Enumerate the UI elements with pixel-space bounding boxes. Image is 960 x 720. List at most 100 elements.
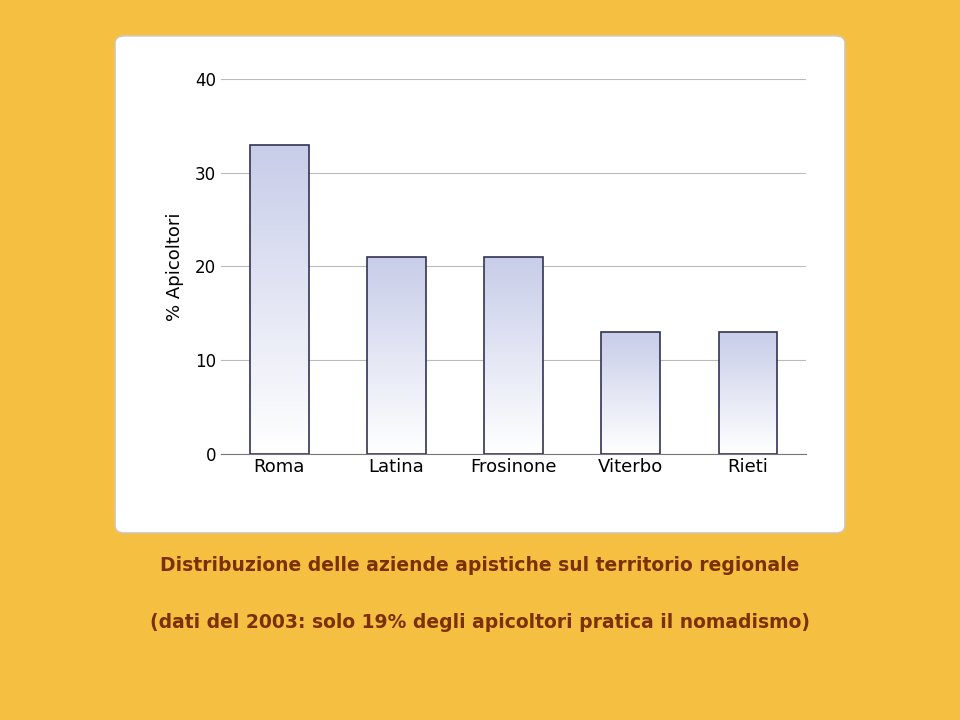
Bar — [250, 335, 309, 336]
Bar — [250, 157, 309, 158]
Bar — [367, 319, 426, 320]
Bar — [367, 419, 426, 420]
Bar — [484, 284, 543, 286]
Bar — [367, 438, 426, 439]
Bar — [484, 333, 543, 335]
Bar — [484, 322, 543, 323]
Bar — [367, 257, 426, 454]
Bar — [250, 370, 309, 372]
Bar — [367, 433, 426, 434]
Bar — [484, 386, 543, 387]
Bar — [250, 382, 309, 384]
Bar — [367, 425, 426, 426]
Bar — [367, 400, 426, 402]
Bar — [367, 391, 426, 392]
Bar — [250, 217, 309, 219]
Bar — [367, 271, 426, 273]
Bar — [484, 377, 543, 378]
Bar — [484, 450, 543, 451]
Bar — [484, 426, 543, 427]
Bar — [484, 262, 543, 263]
Bar — [250, 444, 309, 446]
Bar — [484, 399, 543, 400]
Bar — [484, 346, 543, 348]
Bar — [484, 329, 543, 330]
Bar — [250, 426, 309, 428]
Bar — [250, 358, 309, 359]
Bar — [484, 265, 543, 266]
Bar — [250, 375, 309, 377]
Bar — [250, 332, 309, 333]
Bar — [484, 340, 543, 341]
Bar — [484, 269, 543, 270]
Bar — [367, 411, 426, 413]
Bar — [484, 294, 543, 295]
Bar — [250, 293, 309, 294]
Bar — [367, 415, 426, 416]
Bar — [250, 420, 309, 421]
Bar — [367, 279, 426, 281]
Bar — [250, 247, 309, 248]
Bar — [367, 448, 426, 449]
Bar — [367, 449, 426, 450]
Bar — [250, 251, 309, 253]
Bar — [367, 431, 426, 432]
Bar — [250, 348, 309, 350]
Bar — [250, 165, 309, 166]
Bar — [484, 337, 543, 338]
Bar — [250, 436, 309, 438]
Bar — [250, 304, 309, 305]
Bar — [367, 276, 426, 278]
Bar — [250, 154, 309, 156]
Bar — [484, 381, 543, 382]
Bar — [367, 330, 426, 332]
Bar — [250, 163, 309, 165]
Bar — [484, 405, 543, 406]
Bar — [250, 215, 309, 216]
Bar — [250, 312, 309, 313]
Bar — [250, 372, 309, 373]
Bar — [367, 269, 426, 270]
Bar — [367, 437, 426, 438]
Bar — [250, 189, 309, 191]
Bar — [367, 284, 426, 286]
Bar — [367, 406, 426, 408]
Bar — [250, 406, 309, 408]
Bar — [367, 310, 426, 311]
Bar — [250, 158, 309, 160]
Bar — [367, 333, 426, 335]
Bar — [484, 360, 543, 361]
Bar — [367, 328, 426, 329]
Bar — [484, 327, 543, 328]
Bar — [484, 363, 543, 364]
Bar — [484, 438, 543, 439]
Bar — [250, 266, 309, 269]
Bar — [250, 191, 309, 192]
Bar — [601, 332, 660, 454]
Bar — [250, 319, 309, 321]
Bar — [250, 386, 309, 387]
Bar — [250, 168, 309, 169]
Bar — [484, 416, 543, 417]
Bar — [484, 315, 543, 316]
Bar — [250, 276, 309, 277]
Bar — [250, 188, 309, 189]
Bar — [367, 388, 426, 389]
Bar — [250, 227, 309, 228]
Bar — [484, 324, 543, 325]
Bar — [484, 445, 543, 446]
Bar — [484, 433, 543, 434]
Bar — [250, 223, 309, 225]
Bar — [484, 431, 543, 432]
Bar — [367, 326, 426, 327]
Bar — [250, 153, 309, 154]
Bar — [250, 207, 309, 208]
Bar — [484, 356, 543, 357]
Bar — [367, 372, 426, 373]
Bar — [367, 426, 426, 427]
Bar — [250, 261, 309, 262]
Bar — [367, 360, 426, 361]
Bar — [250, 324, 309, 325]
Bar — [250, 219, 309, 220]
Bar — [484, 411, 543, 413]
